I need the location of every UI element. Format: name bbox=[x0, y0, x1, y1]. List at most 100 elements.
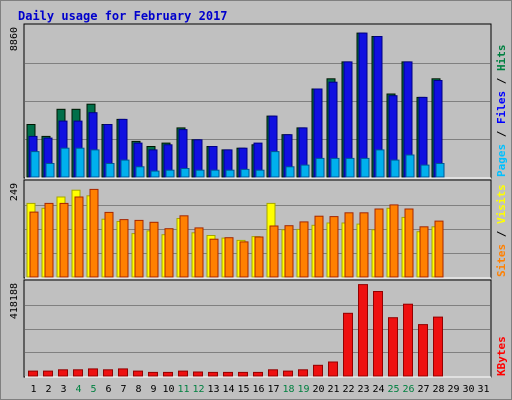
hits-pages-bar bbox=[255, 169, 265, 178]
x-tick-label: 8 bbox=[135, 384, 141, 395]
kbytes-kbytes-bar bbox=[43, 370, 53, 377]
x-tick-label: 15 bbox=[237, 384, 249, 395]
kbytes-kbytes-bar bbox=[403, 303, 413, 377]
x-tick-label: 10 bbox=[162, 384, 174, 395]
hits-pages-bar bbox=[390, 159, 400, 178]
x-tick-label: 23 bbox=[357, 384, 369, 395]
kbytes-kbytes-bar bbox=[223, 371, 233, 377]
visits-sites-bar bbox=[254, 236, 264, 278]
kbytes-kbytes-bar bbox=[388, 317, 398, 377]
x-tick-label: 22 bbox=[342, 384, 354, 395]
kbytes-kbytes-bar bbox=[163, 371, 173, 377]
kbytes-kbytes-bar bbox=[208, 371, 218, 377]
visits-sites-bar bbox=[284, 225, 294, 278]
hits-pages-bar bbox=[225, 169, 235, 178]
x-axis: 1 2 3 4 5 6 7 8 9 10 11 12 13 14 15 16 17 18 19 20 21 22 23 24 2… bbox=[30, 384, 489, 395]
hits-pages-bar bbox=[210, 169, 220, 178]
visits-sites-bar bbox=[44, 202, 54, 278]
visits-sites-bar bbox=[344, 212, 354, 278]
visits-sites-bar bbox=[224, 237, 234, 278]
hits-pages-bar bbox=[75, 147, 85, 178]
kbytes-kbytes-bar bbox=[88, 368, 98, 377]
visits-sites-bar bbox=[104, 211, 114, 278]
hits-pages-bar bbox=[120, 159, 130, 178]
x-tick-label: 4 bbox=[75, 384, 81, 395]
x-tick-label: 18 bbox=[282, 384, 294, 395]
kbytes-kbytes-bar bbox=[58, 369, 68, 377]
kbytes-kbytes-bar bbox=[418, 324, 428, 377]
kbytes-kbytes-bar bbox=[328, 361, 338, 377]
hits-pages-bar bbox=[435, 163, 445, 178]
visits-sites-bar bbox=[299, 221, 309, 278]
hits-legend-hits: Hits bbox=[495, 45, 508, 72]
hits-pages-bar bbox=[315, 157, 325, 178]
x-tick-label: 30 bbox=[462, 384, 474, 395]
visits-sites-bar bbox=[164, 228, 174, 278]
visits-sites-bar bbox=[29, 211, 39, 278]
hits-pages-bar bbox=[195, 169, 205, 178]
visits-sites-bar bbox=[314, 215, 324, 278]
kbytes-kbytes-bar bbox=[313, 364, 323, 377]
x-tick-label: 14 bbox=[222, 384, 234, 395]
hits-pages-bar bbox=[345, 157, 355, 178]
kbytes-kbytes-bar bbox=[373, 291, 383, 377]
chart-panels: 8860 Pages / Files / Hits 249 Sites / Visit… bbox=[9, 23, 508, 378]
hits-max-label: 8860 bbox=[9, 27, 20, 51]
x-tick-label: 31 bbox=[477, 384, 489, 395]
hits-pages-bar bbox=[240, 168, 250, 178]
kbytes-legend: KBytes bbox=[495, 336, 508, 376]
hits-pages-bar bbox=[150, 170, 160, 178]
kbytes-kbytes-bar bbox=[268, 369, 278, 377]
visits-sites-bar bbox=[419, 226, 429, 278]
hits-pages-bar bbox=[405, 154, 415, 178]
kbytes-series-kbytes bbox=[28, 284, 443, 377]
x-tick-label: 3 bbox=[60, 384, 66, 395]
kbytes-kbytes-bar bbox=[28, 370, 38, 377]
kbytes-kbytes-bar bbox=[148, 371, 158, 377]
kbytes-kbytes-bar bbox=[103, 369, 113, 377]
kbytes-kbytes-bar bbox=[178, 370, 188, 377]
hits-pages-bar bbox=[375, 149, 385, 178]
hits-files-bar bbox=[358, 32, 368, 178]
x-tick-label: 21 bbox=[327, 384, 339, 395]
chart-title: Daily usage for February 2017 bbox=[18, 9, 228, 23]
x-tick-label: 5 bbox=[90, 384, 96, 395]
hits-pages-bar bbox=[420, 164, 430, 178]
visits-sites-bar bbox=[179, 215, 189, 278]
x-tick-label: 19 bbox=[297, 384, 309, 395]
hits-legend-pages: Pages bbox=[495, 144, 508, 177]
visits-legend: Sites / Visits bbox=[495, 184, 508, 277]
hits-pages-bar bbox=[135, 166, 145, 178]
visits-sites-bar bbox=[269, 225, 279, 278]
visits-sites-bar bbox=[119, 219, 129, 278]
visits-legend-sep: / bbox=[495, 224, 508, 244]
visits-series-sites bbox=[29, 188, 444, 278]
hits-pages-bar bbox=[180, 168, 190, 178]
x-tick-label: 25 bbox=[387, 384, 399, 395]
hits-pages-bar bbox=[90, 149, 100, 178]
kbytes-kbytes-bar bbox=[298, 369, 308, 377]
kbytes-kbytes-bar bbox=[358, 284, 368, 377]
visits-sites-bar bbox=[329, 216, 339, 278]
hits-panel: 8860 Pages / Files / Hits bbox=[9, 23, 508, 179]
x-tick-label: 28 bbox=[432, 384, 444, 395]
x-tick-label: 17 bbox=[267, 384, 279, 395]
visits-sites-bar bbox=[134, 219, 144, 278]
kbytes-legend-kbytes: KBytes bbox=[495, 336, 508, 376]
hits-pages-bar bbox=[330, 157, 340, 178]
x-tick-label: 29 bbox=[447, 384, 459, 395]
hits-legend: Pages / Files / Hits bbox=[495, 45, 508, 178]
kbytes-kbytes-bar bbox=[118, 368, 128, 377]
hits-pages-bar bbox=[285, 166, 295, 178]
kbytes-kbytes-bar bbox=[133, 370, 143, 377]
kbytes-kbytes-bar bbox=[73, 369, 83, 377]
x-tick-label: 9 bbox=[150, 384, 156, 395]
visits-sites-bar bbox=[389, 204, 399, 278]
visits-sites-bar bbox=[149, 221, 159, 278]
x-tick-label: 6 bbox=[105, 384, 111, 395]
kbytes-kbytes-bar bbox=[283, 370, 293, 377]
visits-sites-bar bbox=[209, 238, 219, 278]
x-tick-label: 2 bbox=[45, 384, 51, 395]
visits-sites-bar bbox=[374, 208, 384, 278]
hits-pages-bar bbox=[360, 157, 370, 178]
